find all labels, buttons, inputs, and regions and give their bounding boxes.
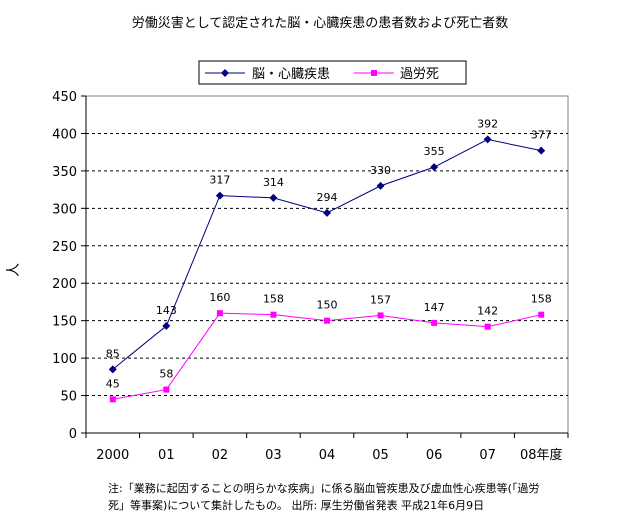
legend-box — [198, 60, 467, 85]
x-tick-label-7: 07 — [479, 448, 496, 463]
series-1-point-6 — [431, 319, 438, 326]
x-tick-label-4: 04 — [319, 448, 336, 463]
series-1-label-4: 150 — [317, 299, 338, 312]
series-0-label-6: 355 — [424, 145, 445, 158]
series-0-label-5: 330 — [370, 164, 391, 177]
y-axis-label: 人 — [6, 263, 22, 277]
series-0-label-8: 377 — [531, 129, 552, 142]
legend-marker-1 — [371, 70, 377, 76]
series-0-point-4 — [323, 208, 331, 217]
y-tick-label-3: 150 — [52, 315, 77, 330]
series-0-point-8 — [537, 146, 546, 155]
series-0-label-1: 143 — [156, 304, 177, 317]
y-tick-label-0: 0 — [69, 427, 77, 442]
series-1-label-1: 58 — [159, 368, 173, 381]
series-1-point-1 — [163, 386, 170, 393]
plot-frame — [85, 95, 569, 434]
series-1-point-5 — [377, 312, 384, 319]
legend: 脳・心臓疾患 過労死 — [198, 60, 467, 85]
series-0-point-0 — [108, 365, 117, 374]
series-1-label-7: 142 — [477, 305, 498, 318]
legend-label-1: 過労死 — [400, 67, 439, 82]
series-1-point-7 — [484, 323, 491, 330]
series-1-label-2: 160 — [209, 291, 230, 304]
y-tick-label-9: 450 — [52, 90, 77, 105]
series-1-label-3: 158 — [263, 293, 284, 306]
series-1-label-5: 157 — [370, 293, 391, 306]
x-tick-label-3: 03 — [265, 448, 282, 463]
series-0-point-1 — [162, 321, 171, 330]
x-tick-label-5: 05 — [372, 448, 389, 463]
series-0-point-5 — [376, 181, 385, 190]
y-tick-label-8: 400 — [52, 127, 77, 142]
legend-label-0: 脳・心臓疾患 — [252, 67, 330, 82]
x-tick-label-2: 02 — [212, 448, 229, 463]
series-0-label-3: 314 — [263, 176, 284, 189]
series-1-label-6: 147 — [424, 301, 445, 314]
series-0-label-2: 317 — [209, 174, 230, 187]
series-1-label-8: 158 — [531, 293, 552, 306]
y-tick-label-1: 50 — [60, 390, 77, 405]
y-tick-label-4: 200 — [52, 277, 77, 292]
y-tick-label-5: 250 — [52, 240, 77, 255]
series-1-point-8 — [538, 311, 545, 318]
footnote-line-2: 死」等事案)について集計したもの。 出所: 厚生労働省発表 平成21年6月9日 — [108, 498, 484, 512]
series-1-point-0 — [109, 396, 116, 403]
series-1-label-0: 45 — [106, 377, 120, 390]
series-0-point-2 — [215, 191, 224, 200]
series-0-label-7: 392 — [477, 117, 498, 130]
x-tick-label-0: 2000 — [96, 448, 129, 463]
series-0-point-6 — [430, 163, 439, 172]
x-tick-label-8: 08年度 — [520, 447, 563, 463]
series-0-point-7 — [483, 135, 492, 144]
series-0-label-0: 85 — [106, 347, 120, 360]
y-tick-label-2: 100 — [52, 352, 77, 367]
series-0-label-4: 294 — [317, 191, 338, 204]
legend-marker-0 — [221, 69, 229, 77]
series-0-point-3 — [269, 193, 278, 202]
footnote-line-1: 注:「業務に起因することの明らかな疾病」に係る脳血管疾患及び虚血性心疾患等(「過… — [108, 481, 539, 495]
y-tick-label-6: 300 — [52, 202, 77, 217]
series-1-point-4 — [324, 317, 330, 324]
y-tick-label-7: 350 — [52, 165, 77, 180]
series-1-point-2 — [216, 310, 223, 317]
series-1-point-3 — [270, 311, 277, 318]
x-tick-label-6: 06 — [426, 448, 443, 463]
chart-title: 労働災害として認定された脳・心臓疾患の患者数および死亡者数 — [132, 15, 509, 31]
x-tick-label-1: 01 — [158, 448, 175, 463]
